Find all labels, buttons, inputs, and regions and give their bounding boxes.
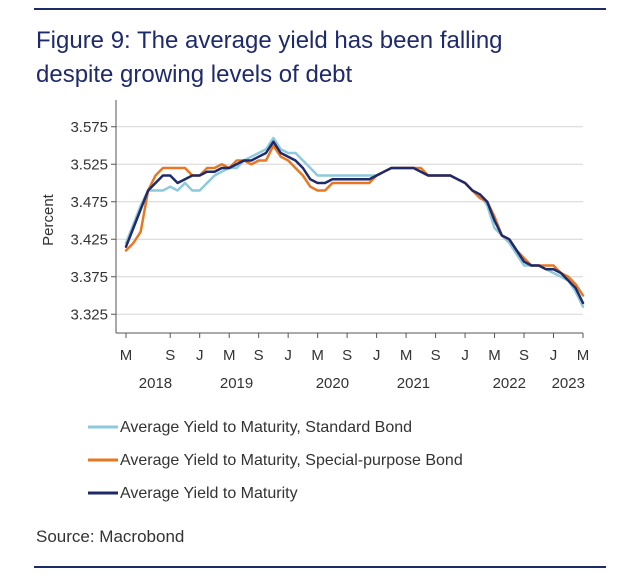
x-tick-label: M <box>120 347 133 364</box>
x-tick-label: M <box>577 347 590 364</box>
x-year-label: 2021 <box>397 375 430 392</box>
x-tick-label: S <box>165 347 175 364</box>
figure-title-line-2: despite growing levels of debt <box>36 61 353 88</box>
y-tick-label: 3.475 <box>70 194 108 211</box>
y-tick-label: 3.375 <box>70 269 108 286</box>
y-tick-label: 3.575 <box>70 119 108 136</box>
y-axis-ticks: 3.325 3.375 3.425 3.475 3.525 3.575 <box>70 119 116 323</box>
x-tick-label: S <box>519 347 529 364</box>
source-note: Source: Macrobond <box>36 527 185 546</box>
y-axis-label: Percent <box>40 193 57 246</box>
x-year-label: 2020 <box>316 375 349 392</box>
series-line-2 <box>124 144 585 297</box>
legend-label-2: Average Yield to Maturity, Special-purpo… <box>120 452 463 469</box>
x-tick-label: S <box>254 347 264 364</box>
legend: Average Yield to Maturity, Standard Bond… <box>88 419 463 502</box>
x-tick-label: M <box>488 347 501 364</box>
y-tick-label: 3.525 <box>70 156 108 173</box>
y-tick-label: 3.425 <box>70 231 108 248</box>
top-rule <box>34 8 606 10</box>
x-year-label: 2019 <box>220 375 253 392</box>
x-year-label: 2022 <box>493 375 526 392</box>
x-tick-label: J <box>550 347 558 364</box>
x-tick-label: M <box>223 347 236 364</box>
figure-title: Figure 9: The average yield has been fal… <box>36 24 596 92</box>
x-tick-label: S <box>342 347 352 364</box>
x-year-label: 2018 <box>139 375 172 392</box>
x-tick-label: M <box>311 347 324 364</box>
y-tick-label: 3.325 <box>70 306 108 323</box>
x-tick-label: J <box>461 347 469 364</box>
x-tick-label: S <box>431 347 441 364</box>
axes <box>115 100 583 334</box>
x-axis-ticks: M S J M S J M S J M S J M S J M 2018 2019 2020 2021 2022 2023 <box>120 333 590 392</box>
legend-label-1: Average Yield to Maturity, Standard Bond <box>120 419 412 436</box>
bottom-rule <box>34 566 606 568</box>
series-line-3 <box>124 140 585 305</box>
x-tick-label: J <box>196 347 204 364</box>
series-lines <box>124 136 585 308</box>
series-line-1 <box>124 136 585 308</box>
x-tick-label: M <box>400 347 413 364</box>
x-tick-label: J <box>284 347 292 364</box>
figure-title-line-1: Figure 9: The average yield has been fal… <box>36 27 503 54</box>
gridlines <box>116 126 583 315</box>
yield-line-chart: 3.325 3.375 3.425 3.475 3.525 3.575 Percent M… <box>40 100 590 502</box>
x-tick-label: J <box>373 347 381 364</box>
x-year-label: 2023 <box>552 375 585 392</box>
legend-label-3: Average Yield to Maturity <box>120 485 298 502</box>
